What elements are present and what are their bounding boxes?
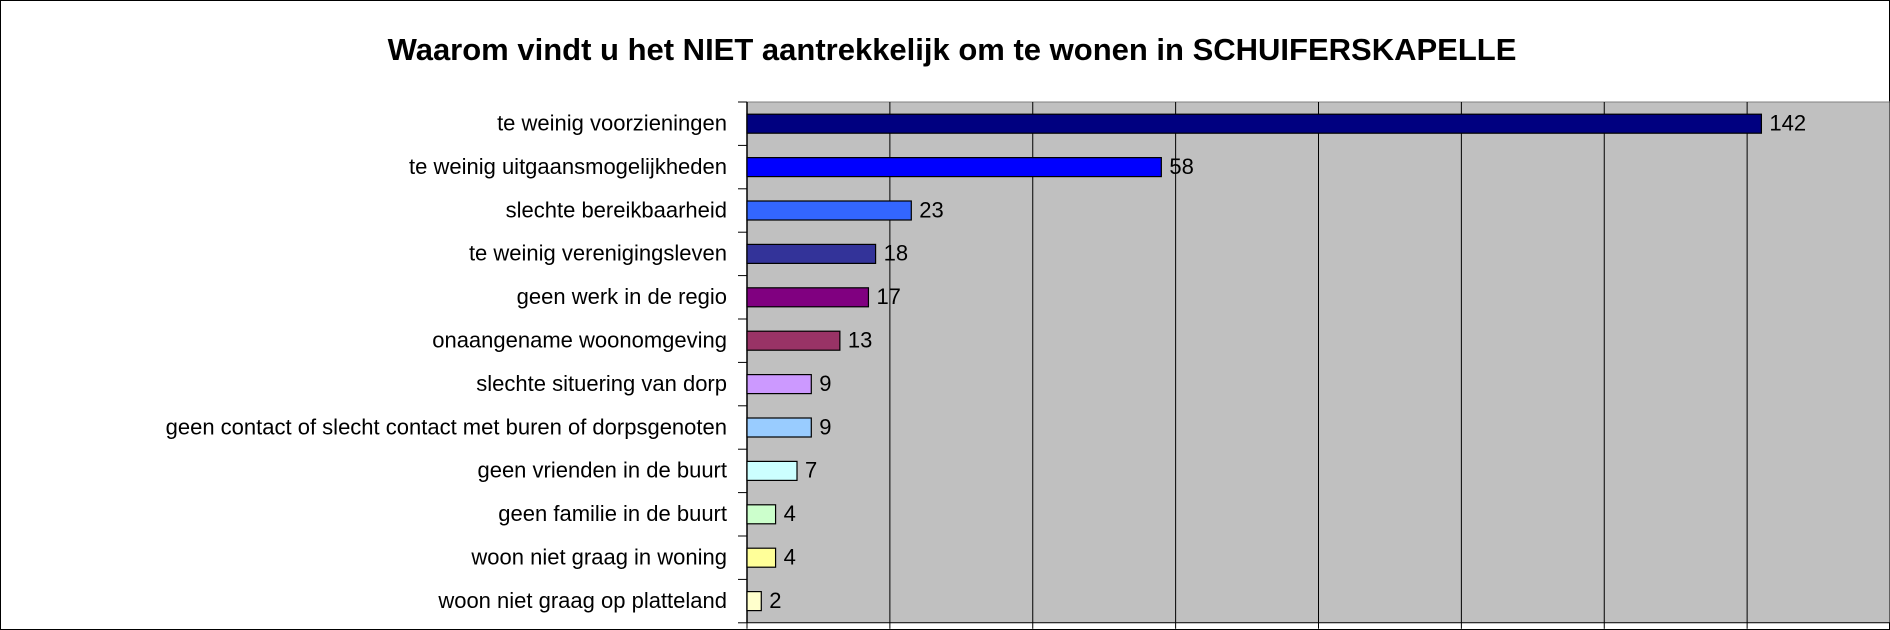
value-label: 9 [819,371,831,396]
category-label: te weinig uitgaansmogelijkheden [409,154,727,179]
value-label: 4 [784,545,796,570]
category-label: onaangename woonomgeving [432,328,727,353]
value-label: 7 [805,458,817,483]
category-label: woon niet graag in woning [470,545,727,570]
bar [746,243,877,264]
value-label: 2 [769,588,781,613]
category-label: geen contact of slecht contact met buren… [166,414,727,439]
category-label: woon niet graag op platteland [437,588,727,613]
chart-title: Waarom vindt u het NIET aantrekkelijk om… [388,32,1517,67]
bar [746,504,777,525]
value-label: 13 [848,328,872,353]
bar [746,287,870,308]
value-label: 9 [819,414,831,439]
category-label: te weinig verenigingsleven [469,241,727,266]
category-label: geen familie in de buurt [498,501,727,526]
category-label: geen vrienden in de buurt [477,458,727,483]
value-label: 17 [876,284,900,309]
category-label: slechte situering van dorp [476,371,727,396]
category-label: slechte bereikbaarheid [506,197,727,222]
value-label: 23 [919,197,943,222]
category-label: geen werk in de regio [517,284,727,309]
bar [746,200,912,221]
bar [746,417,812,438]
bar [746,157,1162,178]
value-label: 58 [1169,154,1193,179]
bar [746,460,798,481]
category-label: te weinig voorzieningen [497,111,727,136]
bar [746,113,1763,134]
value-label: 142 [1769,111,1806,136]
bar [746,330,841,351]
value-label: 4 [784,501,796,526]
value-label: 18 [884,241,908,266]
bar [746,547,777,568]
bar [746,590,762,612]
bar [746,374,812,395]
